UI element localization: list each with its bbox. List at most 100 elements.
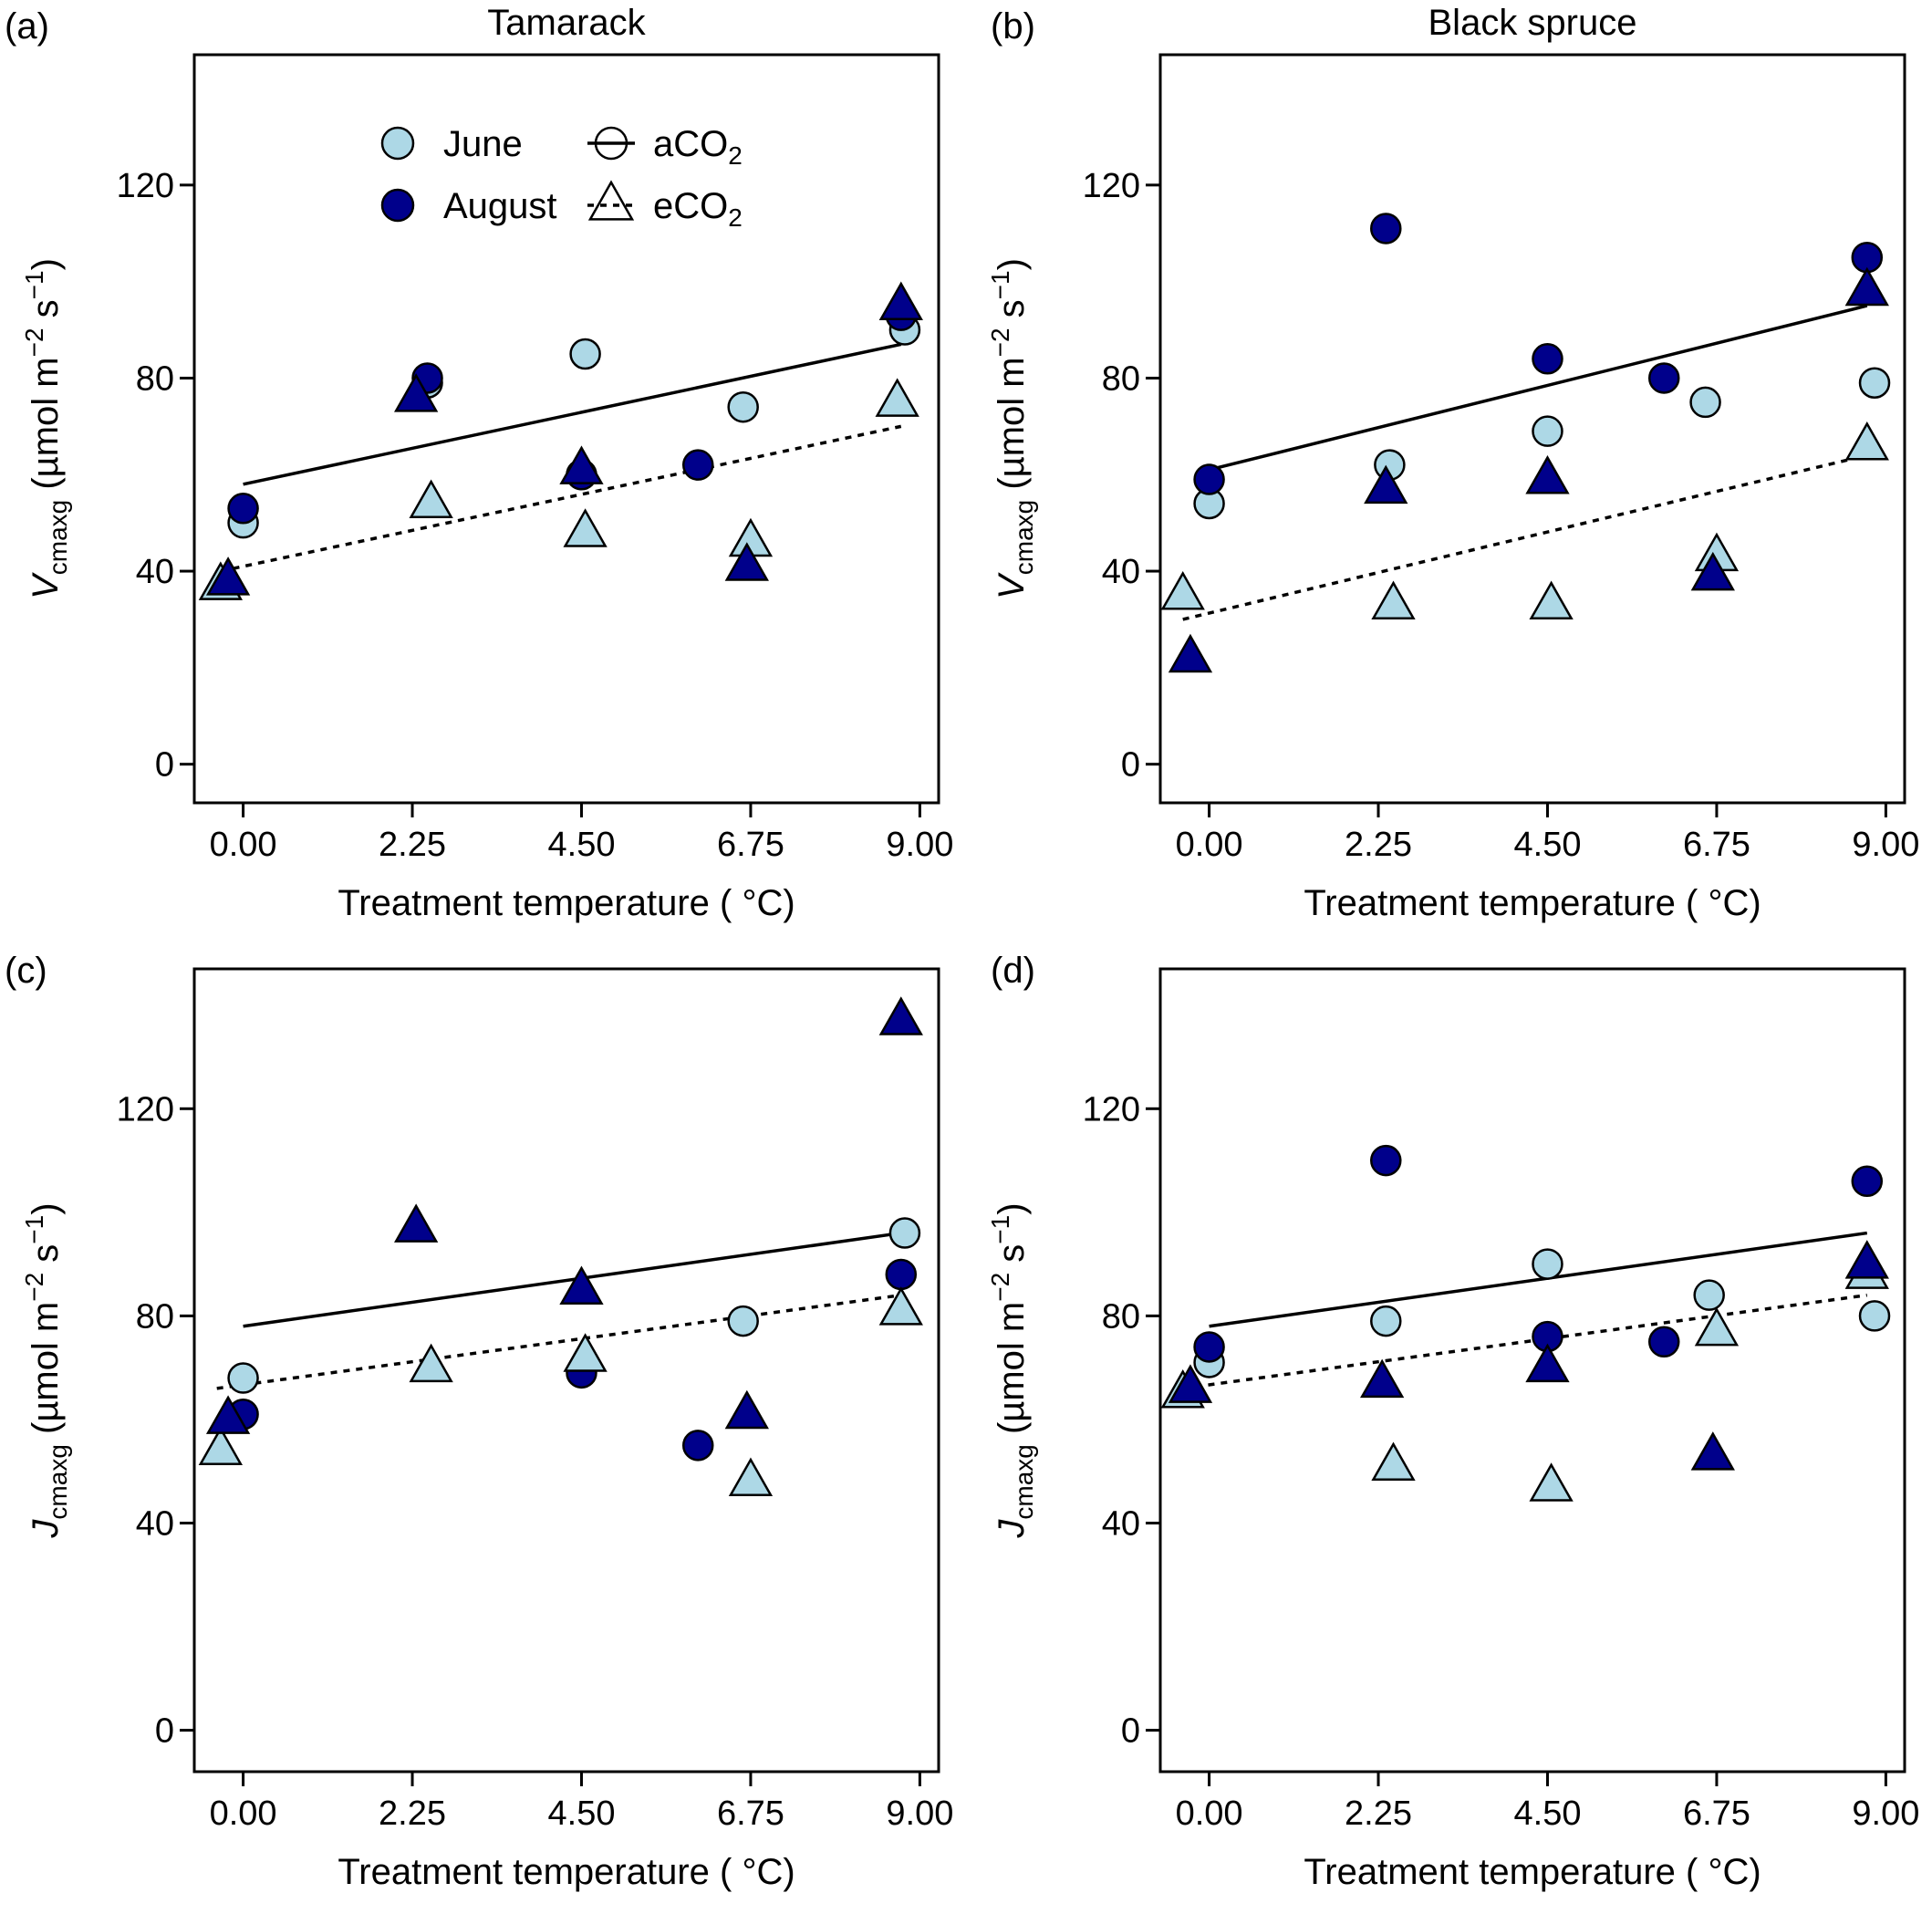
- point-august-eco2: [559, 1265, 604, 1305]
- y-tick-label: 120: [1083, 1090, 1140, 1129]
- point-june-aco2: [1689, 386, 1721, 419]
- point-august-eco2: [1844, 1240, 1889, 1279]
- y-axis-var: V: [992, 572, 1032, 599]
- point-june-aco2: [569, 338, 601, 370]
- y-tick-label: 40: [136, 553, 174, 591]
- y-axis-unit: (µmol m: [992, 1302, 1032, 1444]
- x-tick-label: 4.50: [1514, 826, 1582, 864]
- panel-a: (a) Tamarack 0.00 2.25 4.50 6.75 9.00 0 40 80 120 T…: [5, 3, 953, 923]
- y-axis-var: V: [26, 572, 66, 599]
- point-august-eco2: [394, 1203, 439, 1243]
- point-august-eco2: [205, 557, 251, 596]
- point-august-eco2: [724, 1389, 769, 1430]
- point-june-eco2: [563, 1333, 608, 1372]
- x-axis-label: Treatment temperature ( °C): [338, 883, 795, 923]
- y-axis-exp2: −1: [986, 270, 1014, 299]
- y-tick-label: 80: [1102, 1297, 1140, 1336]
- y-axis-unit-s: s: [26, 299, 66, 328]
- y-axis-var: J: [26, 1519, 66, 1539]
- y-tick-label: 0: [1121, 1712, 1140, 1751]
- point-august-eco2: [1168, 633, 1213, 673]
- x-axis-label: Treatment temperature ( °C): [338, 1852, 795, 1892]
- point-june-eco2: [1371, 1441, 1416, 1481]
- x-tick-label: 6.75: [1683, 826, 1750, 864]
- fit-line-aco2: [1209, 1231, 1868, 1328]
- point-june-eco2: [1160, 570, 1205, 610]
- y-tick-label: 80: [136, 359, 174, 398]
- x-tick-label: 9.00: [886, 826, 953, 864]
- x-tick-label: 2.25: [1345, 826, 1412, 864]
- legend-co2-sub: 2: [728, 203, 743, 232]
- y-tick-label: 40: [1102, 553, 1140, 591]
- legend-label-co2: eCO2: [653, 186, 743, 232]
- legend-co2-sub: 2: [728, 141, 743, 170]
- y-axis-subscript: cmaxg: [1010, 500, 1038, 575]
- y-axis-unit-s: s: [992, 299, 1032, 328]
- point-june-eco2: [1371, 580, 1416, 620]
- panel-label: (d): [991, 951, 1035, 991]
- plot-frame: [192, 967, 940, 1774]
- point-august-aco2: [681, 1430, 714, 1462]
- x-tick-label: 2.25: [1345, 1794, 1412, 1833]
- x-tick-label: 6.75: [717, 1794, 784, 1833]
- y-tick-label: 0: [155, 1712, 174, 1751]
- y-tick-label: 120: [117, 167, 174, 205]
- point-august-eco2: [724, 542, 769, 581]
- y-axis-unit-s: s: [26, 1244, 66, 1273]
- y-tick-label: 80: [136, 1297, 174, 1336]
- point-august-eco2: [1360, 1358, 1405, 1399]
- fit-line-eco2: [1182, 453, 1868, 621]
- y-tick-label: 120: [1083, 167, 1140, 205]
- legend-label-august: August: [443, 186, 557, 226]
- point-june-eco2: [563, 508, 608, 547]
- point-june-eco2: [728, 1457, 774, 1497]
- x-tick-label: 2.25: [379, 826, 446, 864]
- y-axis-label: Vcmaxg (µmol m−2 s−1): [986, 258, 1038, 599]
- panel-c: (c) 0.00 2.25 4.50 6.75 9.00 0 40 80 120 Treatment…: [5, 951, 953, 1892]
- point-august-aco2: [1370, 1144, 1402, 1177]
- fit-line-aco2: [243, 342, 902, 486]
- y-tick-label: 40: [136, 1504, 174, 1543]
- point-august-eco2: [394, 373, 439, 412]
- legend-marker-august: [380, 188, 415, 223]
- x-tick-label: 9.00: [1852, 1794, 1919, 1833]
- y-axis-exp1: −2: [986, 1273, 1014, 1302]
- fit-line-aco2: [243, 1231, 902, 1328]
- x-tick-label: 4.50: [548, 1794, 616, 1833]
- point-june-eco2: [198, 1426, 243, 1465]
- y-tick-label: 80: [1102, 359, 1140, 398]
- plot-frame: [1158, 967, 1906, 1774]
- point-june-eco2: [1529, 580, 1574, 620]
- legend-marker-triangle: [587, 180, 635, 221]
- x-tick-label: 0.00: [210, 1794, 277, 1833]
- y-axis-label: Vcmaxg (µmol m−2 s−1): [20, 258, 72, 599]
- point-august-eco2: [1690, 1431, 1735, 1471]
- fit-line-eco2: [216, 1293, 902, 1390]
- x-tick-label: 2.25: [379, 1794, 446, 1833]
- x-axis-label: Treatment temperature ( °C): [1304, 883, 1761, 923]
- y-axis-exp2: −1: [986, 1215, 1014, 1244]
- point-august-aco2: [681, 449, 714, 481]
- y-tick-label: 0: [155, 746, 174, 785]
- point-june-aco2: [227, 1362, 259, 1394]
- x-tick-label: 0.00: [1176, 1794, 1243, 1833]
- point-june-aco2: [1532, 415, 1563, 447]
- fit-line-eco2: [220, 424, 902, 573]
- y-axis-unit: (µmol m: [26, 357, 66, 499]
- point-august-eco2: [878, 281, 923, 321]
- plot-frame: [1158, 53, 1906, 805]
- point-june-eco2: [1844, 421, 1889, 461]
- point-august-eco2: [205, 1395, 251, 1434]
- point-june-aco2: [1858, 1300, 1891, 1332]
- point-august-eco2: [1364, 464, 1408, 505]
- x-tick-label: 4.50: [548, 826, 616, 864]
- y-axis-close: ): [992, 258, 1032, 270]
- x-tick-label: 6.75: [1683, 1794, 1750, 1833]
- legend-co2-main: aCO: [653, 124, 728, 164]
- panel-label: (b): [991, 6, 1035, 47]
- x-tick-label: 9.00: [886, 1794, 953, 1833]
- y-axis-var: J: [992, 1519, 1032, 1539]
- x-tick-label: 9.00: [1852, 826, 1919, 864]
- point-august-eco2: [1690, 551, 1735, 591]
